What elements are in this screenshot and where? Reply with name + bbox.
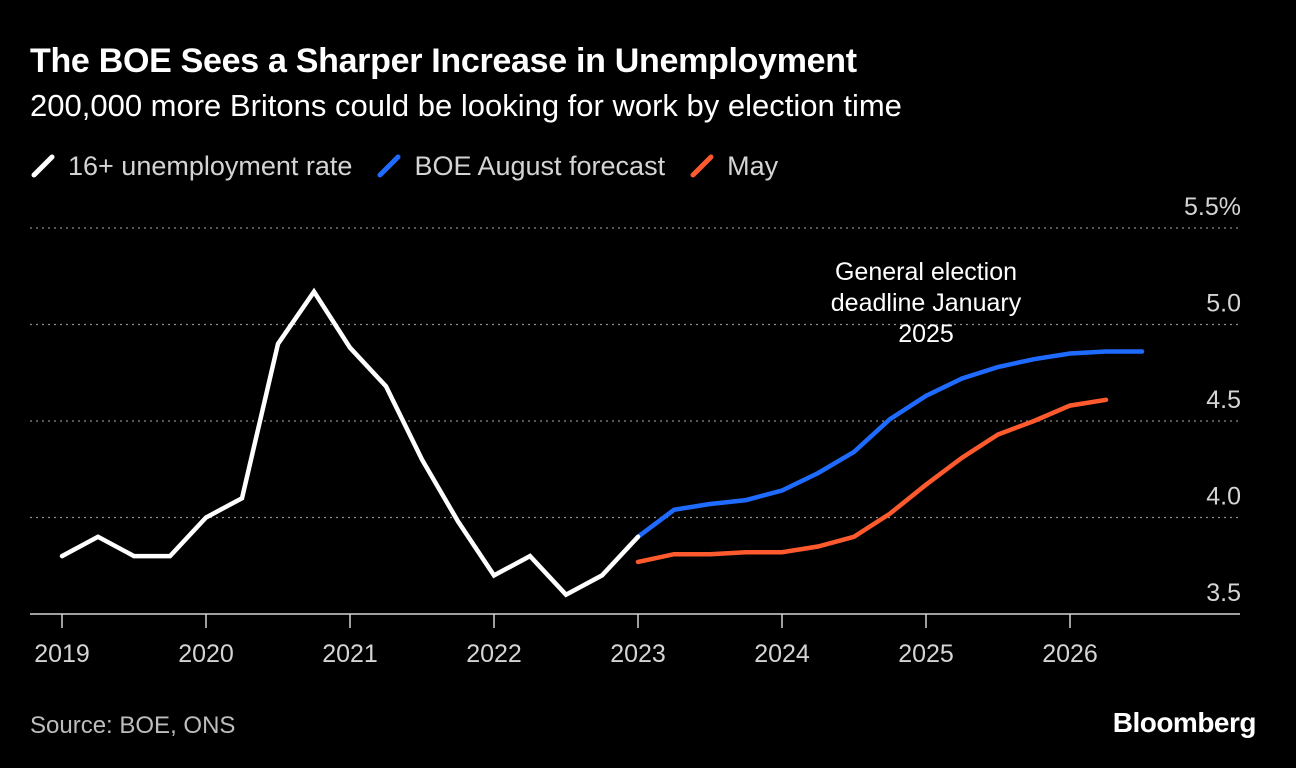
chart-title: The BOE Sees a Sharper Increase in Unemp…: [30, 42, 857, 80]
x-tick-label: 2022: [466, 640, 522, 668]
annotation-text: deadline January: [831, 289, 1022, 317]
x-tick-label: 2021: [322, 640, 378, 668]
x-tick-label: 2024: [754, 640, 810, 668]
legend-swatch-august: [377, 154, 401, 178]
y-tick-label: 4.5: [1206, 386, 1241, 414]
y-tick-label: 5.0: [1206, 290, 1241, 318]
y-tick-label: 3.5: [1206, 579, 1241, 607]
legend-label-unemployment: 16+ unemployment rate: [68, 150, 353, 181]
x-axis: 2019 2020 2021 2022 2023 2024 2025 2026: [30, 613, 1240, 668]
y-axis-tick-labels: 3.5 4.0 4.5 5.0 5.5%: [1184, 193, 1241, 607]
legend-swatch-unemployment: [31, 154, 55, 178]
election-annotation: General election deadline January 2025: [831, 258, 1022, 348]
legend-item-august: BOE August forecast: [376, 151, 665, 182]
y-tick-label: 5.5%: [1184, 193, 1241, 221]
source-note: Source: BOE, ONS: [30, 712, 236, 739]
x-tick-label: 2023: [610, 640, 666, 668]
y-tick-label: 4.0: [1206, 483, 1241, 511]
legend-line-may: [690, 154, 714, 178]
series-unemployment-line: [59, 287, 641, 598]
annotation-text: 2025: [898, 320, 954, 348]
chart-subtitle: 200,000 more Britons could be looking fo…: [30, 88, 902, 123]
x-tick-label: 2026: [1042, 640, 1098, 668]
series-lines: [59, 287, 1145, 598]
grid-lines: [30, 227, 1240, 519]
legend-label-august: BOE August forecast: [414, 150, 666, 181]
annotation-text: General election: [835, 258, 1017, 286]
legend-swatch-may: [690, 154, 714, 178]
x-tick-label: 2020: [178, 640, 234, 668]
legend-line-august: [377, 154, 401, 178]
series-august-forecast-line: [635, 349, 1145, 540]
legend-label-may: May: [727, 150, 779, 181]
legend-item-unemployment: 16+ unemployment rate: [30, 151, 352, 182]
x-tick-label: 2025: [898, 640, 954, 668]
legend-item-may: May: [689, 151, 778, 182]
legend-line-unemployment: [31, 154, 55, 178]
bloomberg-logo: Bloomberg: [1112, 707, 1257, 738]
series-may-forecast-line: [635, 397, 1109, 565]
legend: 16+ unemployment rate BOE August forecas…: [30, 150, 802, 182]
x-tick-label: 2019: [34, 640, 90, 668]
